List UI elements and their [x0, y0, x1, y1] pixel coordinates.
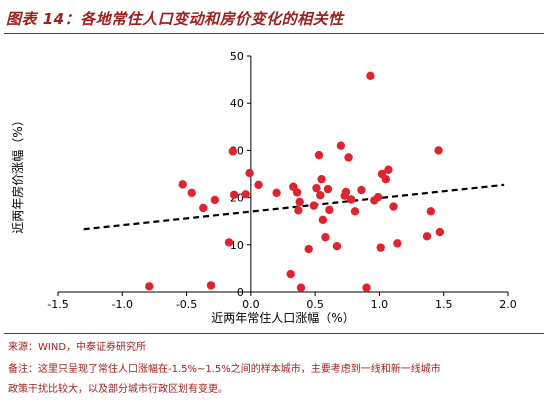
data-point [376, 243, 385, 252]
data-point [381, 174, 391, 184]
data-point [389, 202, 398, 211]
x-tick-label: -1.5 [47, 298, 68, 311]
data-point [254, 180, 263, 190]
x-tick-label: 0.0 [242, 298, 260, 311]
data-point [318, 215, 328, 224]
data-point [332, 242, 342, 251]
data-point [350, 207, 360, 216]
y-tick-label: 40 [230, 97, 244, 110]
y-tick-label: 10 [230, 239, 244, 252]
data-point [294, 206, 303, 215]
title-divider [4, 33, 544, 34]
x-tick-label: -1.0 [112, 298, 133, 311]
data-point [336, 141, 346, 150]
y-tick-label: 50 [230, 50, 244, 63]
data-point [241, 190, 250, 199]
scatter-chart: -1.5-1.0-0.50.00.51.01.52.001020304050 近… [10, 50, 517, 325]
data-point [210, 195, 220, 205]
data-point [366, 71, 375, 81]
x-tick-label: 1.5 [435, 298, 453, 311]
x-tick-label: -0.5 [176, 298, 197, 311]
footer-divider [4, 333, 544, 334]
data-point [357, 185, 366, 195]
data-point [178, 180, 187, 189]
data-point [341, 187, 351, 197]
data-point [304, 244, 313, 254]
data-point [434, 146, 443, 155]
data-point [422, 232, 432, 241]
x-tick-label: 1.0 [371, 298, 389, 311]
y-axis-label: 近两年房价涨幅（%） [10, 114, 25, 233]
data-point [373, 192, 383, 202]
trendline [83, 183, 505, 231]
x-tick-label: 0.5 [306, 298, 324, 311]
data-point [362, 283, 371, 292]
data-point [321, 233, 330, 242]
data-point [286, 269, 295, 279]
data-point [199, 203, 208, 213]
data-point [206, 281, 216, 290]
data-point [426, 207, 436, 216]
data-point [346, 195, 356, 204]
remark-line-2: 政策干扰比较大，以及部分城市行政区划有变更。 [8, 384, 228, 395]
data-point [145, 282, 154, 291]
data-point [314, 150, 324, 160]
data-point [384, 165, 393, 174]
data-point [224, 238, 234, 247]
data-point [344, 153, 353, 162]
data-point [229, 190, 239, 199]
data-point [317, 174, 326, 184]
data-point [295, 197, 304, 207]
chart-axes: -1.5-1.0-0.50.00.51.01.52.001020304050 [47, 50, 516, 311]
x-tick-label: 2.0 [499, 298, 517, 311]
source-note: 来源：WIND，中泰证券研究所 [8, 342, 147, 353]
data-point [187, 188, 196, 198]
figure-title: 图表 14：各地常住人口变动和房价变化的相关性 [6, 10, 344, 28]
data-point [245, 168, 254, 178]
data-point [435, 227, 445, 237]
data-point [292, 188, 302, 197]
y-tick-label: 0 [237, 286, 244, 299]
data-point [296, 283, 306, 292]
x-axis-label: 近两年常住人口涨幅（%） [211, 310, 354, 325]
remark-line-1: 备注：这里只呈现了常住人口涨幅在-1.5%~1.5%之间的样本城市，主要考虑到一… [8, 364, 441, 375]
trendline-layer [83, 183, 505, 231]
data-point [272, 188, 281, 198]
points-layer [145, 71, 445, 292]
data-point [228, 147, 238, 156]
data-point [325, 205, 334, 215]
data-point [316, 191, 325, 200]
data-point [323, 184, 333, 194]
data-point [309, 201, 319, 210]
data-point [312, 183, 321, 193]
data-point [393, 239, 402, 248]
